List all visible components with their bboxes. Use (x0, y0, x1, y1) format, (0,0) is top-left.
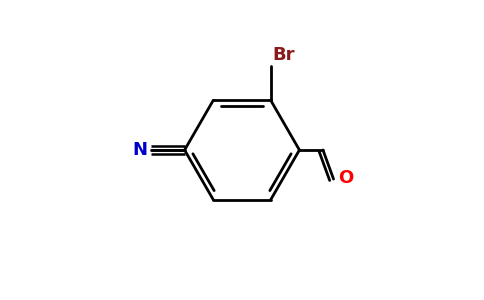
Text: O: O (338, 169, 353, 187)
Text: Br: Br (272, 46, 295, 64)
Text: N: N (132, 141, 147, 159)
